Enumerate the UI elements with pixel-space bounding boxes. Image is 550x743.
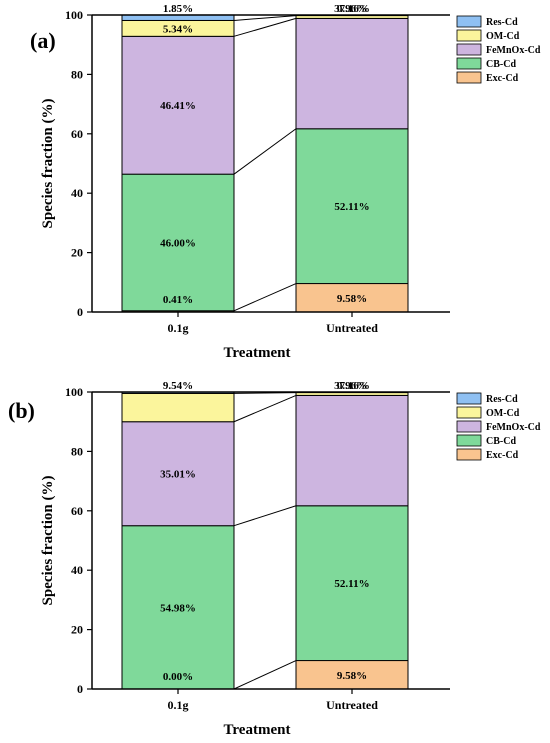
legend-swatch [456,434,482,447]
bar-segment-exc-cd [295,660,409,690]
bar-segment-femnox-cd [295,17,409,130]
data-label: 5.34% [163,23,193,35]
chart-panel-b: 0.00%54.98%35.01%9.54%9.58%52.11%37.16%0… [8,380,541,738]
bar-segment-femnox-cd [295,394,409,507]
y-tick-label: 100 [65,8,83,22]
x-tick-label: Untreated [326,321,378,335]
legend-entry: Exc-Cd [486,450,519,461]
x-axis-label: Treatment [224,722,291,738]
y-tick-label: 0 [77,305,83,319]
bar-segment-exc-cd [295,283,409,313]
legend-swatch [456,15,482,28]
legend-swatch [456,406,482,419]
legend-entry: CB-Cd [486,436,516,447]
data-label: 0.00% [163,671,193,683]
legend-entry: OM-Cd [486,31,520,42]
data-label: 9.58% [337,293,367,305]
y-tick-label: 80 [71,444,83,458]
legend-swatch [456,43,482,56]
connector-line [233,15,297,21]
bar-segment-cb-cd [295,128,409,285]
x-tick-label: 0.1g [168,321,189,335]
legend-entry: Res-Cd [486,394,518,405]
legend-entry: Res-Cd [486,17,518,28]
connector-line [233,128,297,175]
legend-swatch [456,448,482,461]
y-tick-label: 0 [77,682,83,696]
data-label: 35.01% [160,469,196,481]
data-label: 0.96% [337,380,367,392]
data-label: 46.41% [160,100,196,112]
legend-entry: FeMnOx-Cd [486,422,541,433]
x-tick-label: 0.1g [168,698,189,712]
x-axis-label: Treatment [224,345,291,361]
bar-segment-res-cd [121,14,235,21]
x-tick-label: Untreated [326,698,378,712]
y-tick-label: 100 [65,385,83,399]
bar-segment-femnox-cd [121,421,235,527]
y-axis-label: Species fraction (%) [40,99,56,229]
panel-label: (a) [30,28,56,53]
y-axis-label: Species fraction (%) [40,476,56,606]
y-tick-label: 60 [71,127,83,141]
data-label: 37.16% [334,380,370,392]
chart-panel-a: 0.41% 46.00% 46.41% 5.34% 1.85% 9.58% 52.11% 37… [30,3,541,361]
data-label: 52.11% [334,578,369,590]
connector-line [233,283,297,312]
legend-entry: FeMnOx-Cd [486,45,541,56]
data-label: 0.41% [163,294,193,306]
y-tick-label: 40 [71,563,83,577]
bar-segment-cb-cd [121,173,235,312]
connector-line [233,660,297,690]
bar-segment-cb-cd [295,505,409,662]
data-label: 54.98% [160,602,196,614]
legend-swatch [456,71,482,84]
bar-segment-om-cd [121,392,235,423]
legend-swatch [456,420,482,433]
connector-line [233,394,297,423]
y-tick-label: 20 [71,623,83,637]
legend-entry: Exc-Cd [486,73,519,84]
y-tick-label: 80 [71,67,83,81]
data-label: 37.16% [334,3,370,15]
y-tick-label: 40 [71,186,83,200]
connector-line [233,17,297,37]
data-label: 52.11% [334,201,369,213]
y-tick-label: 60 [71,504,83,518]
data-label: 9.54% [163,380,193,392]
legend-swatch [456,392,482,405]
data-label: 9.58% [337,670,367,682]
panel-label: (b) [8,398,35,423]
legend-entry: OM-Cd [486,408,520,419]
data-label: 0.96% [337,3,367,15]
data-label: 46.00% [160,237,196,249]
legend-swatch [456,57,482,70]
connector-line [233,505,297,527]
legend-swatch [456,29,482,42]
data-label: 1.85% [163,3,193,15]
legend-entry: CB-Cd [486,59,516,70]
y-tick-label: 20 [71,246,83,260]
bar-segment-femnox-cd [121,35,235,175]
